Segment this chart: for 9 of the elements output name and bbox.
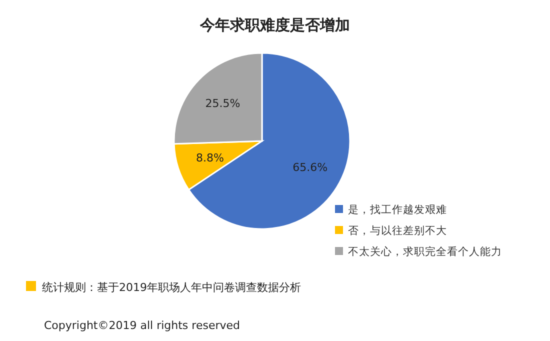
text: Copyright©2019 all rights reserved	[44, 319, 240, 332]
legend-label: 不太关心，求职完全看个人能力	[348, 245, 502, 258]
data-label: 65.6%	[292, 160, 328, 174]
chart-title: 今年求职难度是否增加	[199, 16, 350, 34]
data-label: 8.8%	[196, 152, 224, 165]
text: 统计规则：基于2019年职场人年中问卷调查数据分析	[42, 281, 301, 294]
data-label: 25.5%	[205, 97, 240, 110]
legend-label: 是，找工作越发艰难	[348, 203, 447, 216]
legend-label: 否，与以往差别不大	[348, 224, 447, 237]
